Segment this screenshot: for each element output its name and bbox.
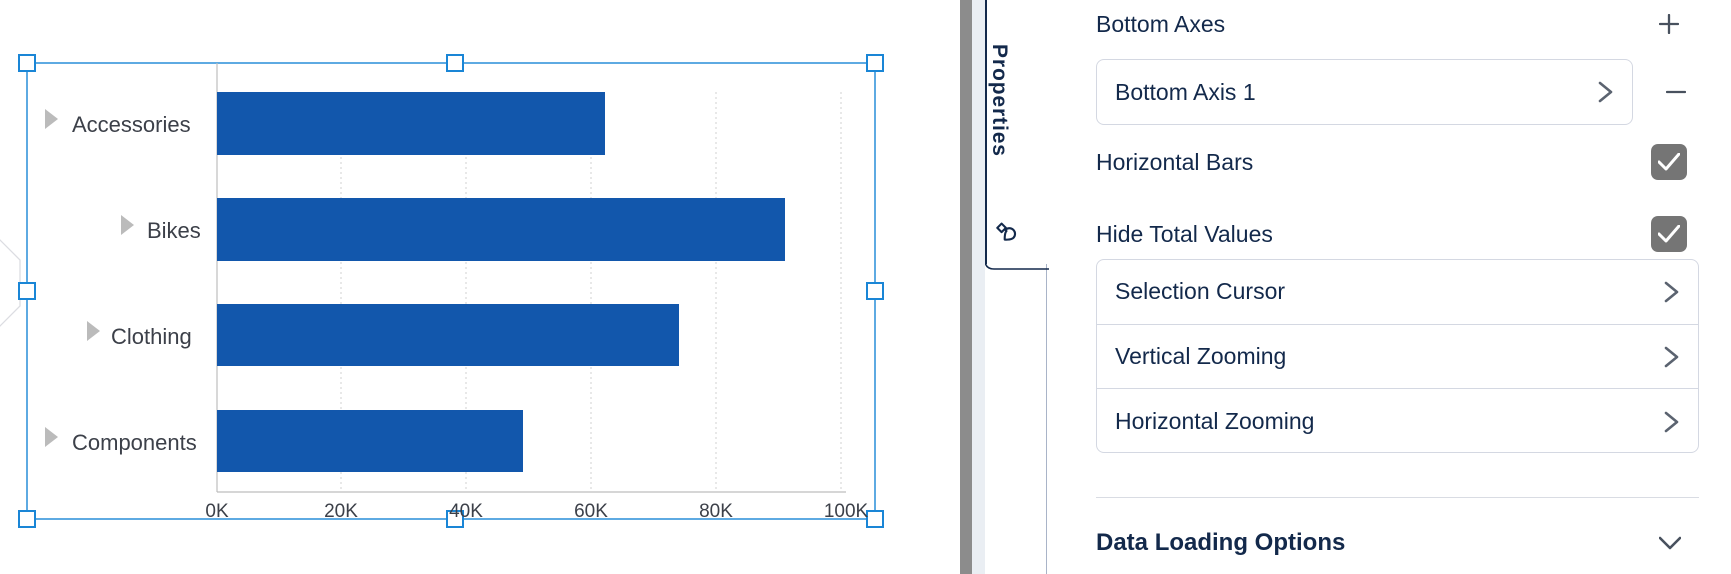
svg-text:60K: 60K — [574, 501, 608, 520]
svg-text:40K: 40K — [449, 501, 483, 520]
svg-text:0K: 0K — [205, 501, 229, 520]
svg-text:20K: 20K — [324, 501, 358, 520]
svg-text:Bikes: Bikes — [147, 218, 201, 243]
svg-text:Accessories: Accessories — [72, 112, 191, 137]
svg-text:Components: Components — [72, 430, 197, 455]
svg-text:Clothing: Clothing — [111, 324, 192, 349]
svg-text:100K: 100K — [824, 501, 869, 520]
svg-text:80K: 80K — [699, 501, 733, 520]
